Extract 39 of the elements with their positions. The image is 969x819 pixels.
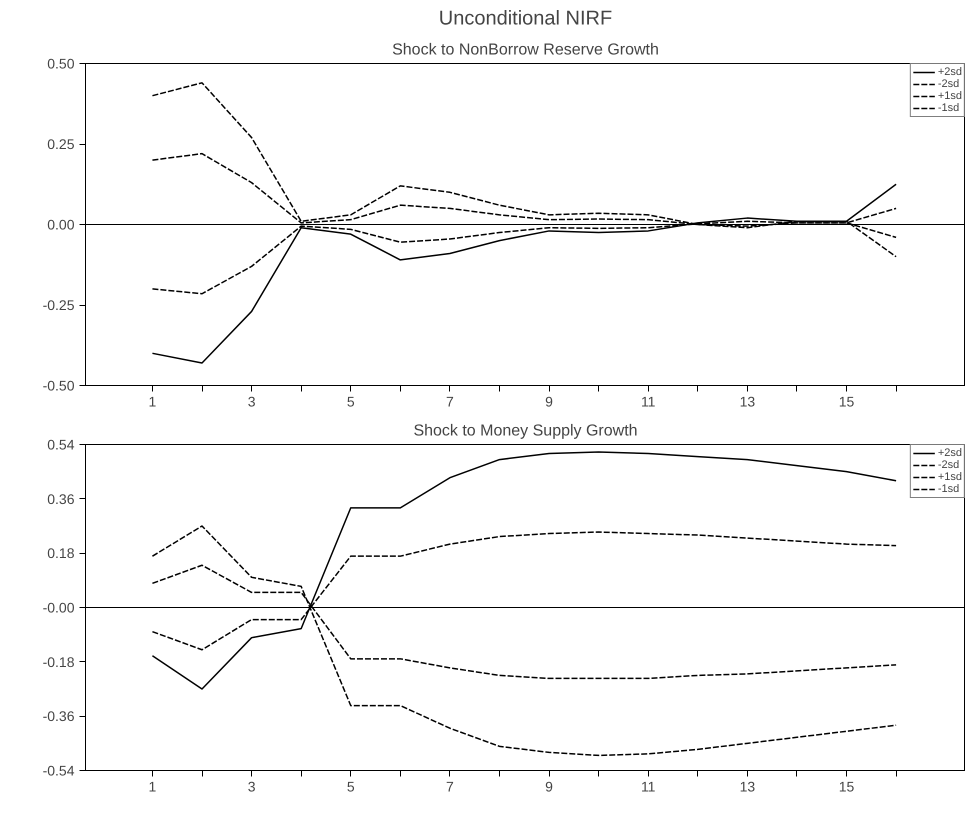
legend-label: +1sd	[938, 471, 962, 483]
legend-label: -1sd	[938, 102, 960, 114]
x-tick-label: 9	[545, 778, 554, 794]
legend-label: +1sd	[938, 90, 962, 102]
x-tick-label: 15	[838, 394, 855, 410]
x-tick-label: 13	[740, 394, 756, 410]
x-tick-label: 11	[640, 778, 656, 794]
chart-title: Shock to Money Supply Growth	[413, 422, 638, 440]
y-tick-label: -0.50	[42, 378, 75, 394]
y-tick-label: 0.50	[47, 56, 75, 72]
x-tick-label: 7	[446, 778, 454, 794]
legend-label: -2sd	[938, 459, 960, 471]
y-tick-label: 0.36	[47, 490, 75, 507]
x-tick-label: 7	[446, 394, 454, 410]
x-tick-label: 1	[148, 394, 157, 410]
y-tick-label: -0.25	[42, 297, 75, 313]
x-tick-label: 3	[248, 394, 256, 410]
legend-label: -2sd	[938, 78, 960, 90]
chart-subtitle: Shock to NonBorrow Reserve Growth	[392, 42, 659, 58]
y-tick-label: 0.54	[47, 436, 75, 452]
y-tick-label: 0.18	[47, 545, 75, 562]
x-tick-label: 13	[740, 778, 756, 794]
x-tick-label: 11	[640, 394, 656, 410]
x-tick-label: 9	[545, 394, 554, 410]
x-tick-label: 15	[838, 778, 855, 794]
y-tick-label: -0.54	[42, 762, 75, 778]
chart-title: Unconditional NIRF	[438, 8, 612, 30]
y-tick-label: 0.00	[47, 216, 75, 232]
y-tick-label: -0.00	[42, 600, 75, 616]
x-tick-label: 3	[248, 778, 256, 794]
legend-label: -1sd	[938, 483, 960, 495]
y-tick-label: -0.36	[42, 708, 75, 724]
legend-label: +2sd	[938, 66, 962, 78]
legend-label: +2sd	[938, 447, 962, 459]
x-tick-label: 5	[346, 394, 355, 410]
y-tick-label: -0.18	[42, 654, 75, 670]
x-tick-label: 1	[148, 778, 157, 794]
x-tick-label: 5	[346, 778, 355, 794]
y-tick-label: 0.25	[47, 136, 75, 152]
